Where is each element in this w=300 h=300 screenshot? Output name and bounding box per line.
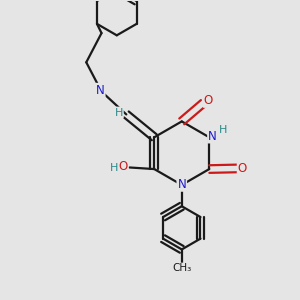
Text: O: O <box>238 162 247 175</box>
Text: N: N <box>208 130 217 142</box>
Text: N: N <box>177 178 186 191</box>
Text: H: H <box>110 163 118 173</box>
Text: O: O <box>204 94 213 107</box>
Text: CH₃: CH₃ <box>172 263 191 274</box>
Text: O: O <box>118 160 128 173</box>
Text: N: N <box>96 84 105 97</box>
Text: H: H <box>218 125 227 135</box>
Text: H: H <box>115 107 123 118</box>
